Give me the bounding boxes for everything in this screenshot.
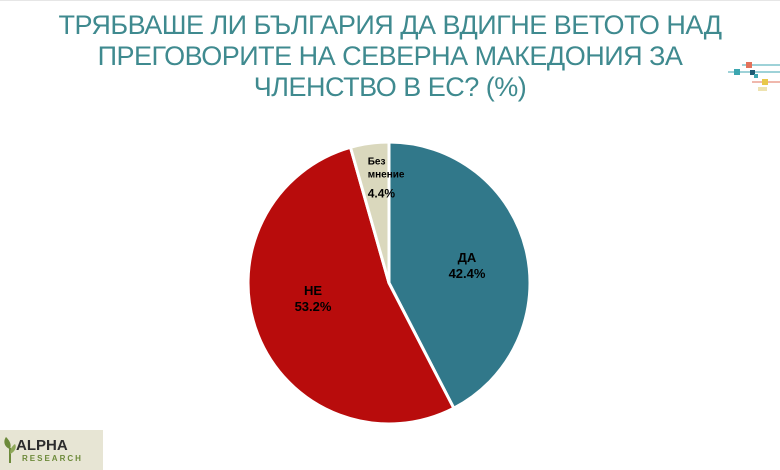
pie-slice-2 [246,145,456,426]
pie-slice-3 [349,140,391,285]
pie-slice-1 [387,140,532,410]
top-frame-line [0,0,780,1]
accent-square-blue [754,74,758,78]
slice-category-label: мнение [367,169,405,181]
chart-title: ТРЯБВАШЕ ЛИ БЪЛГАРИЯ ДА ВДИГНЕ ВЕТОТО НА… [58,10,722,102]
slice-value-label: 53.2% [294,299,332,314]
accent-square-navy [750,70,755,75]
slice-value-label: 4.4% [367,186,396,201]
slice-label-2: НЕ 53.2% [295,283,332,315]
logo-name: ALPHA [16,437,68,454]
accent-square-cream [758,87,767,91]
slice-value-label: 42.4% [448,266,486,281]
corner-accent-decoration [728,62,780,91]
alpha-research-logo: ALPHA RESEARCH [0,430,103,470]
slice-category-label: ДА [457,250,477,265]
slice-category-label: НЕ [303,283,323,298]
slice-label-1: ДА 42.4% [449,250,486,282]
leaf-icon [4,437,16,463]
accent-square-teal [734,69,740,75]
accent-square-yellow [762,79,768,85]
logo-subtitle: RESEARCH [22,454,83,463]
slice-category-label: Без [367,156,386,168]
accent-square-orange [746,62,752,68]
slice-label-3: Без мнение 4.4% [368,156,405,201]
